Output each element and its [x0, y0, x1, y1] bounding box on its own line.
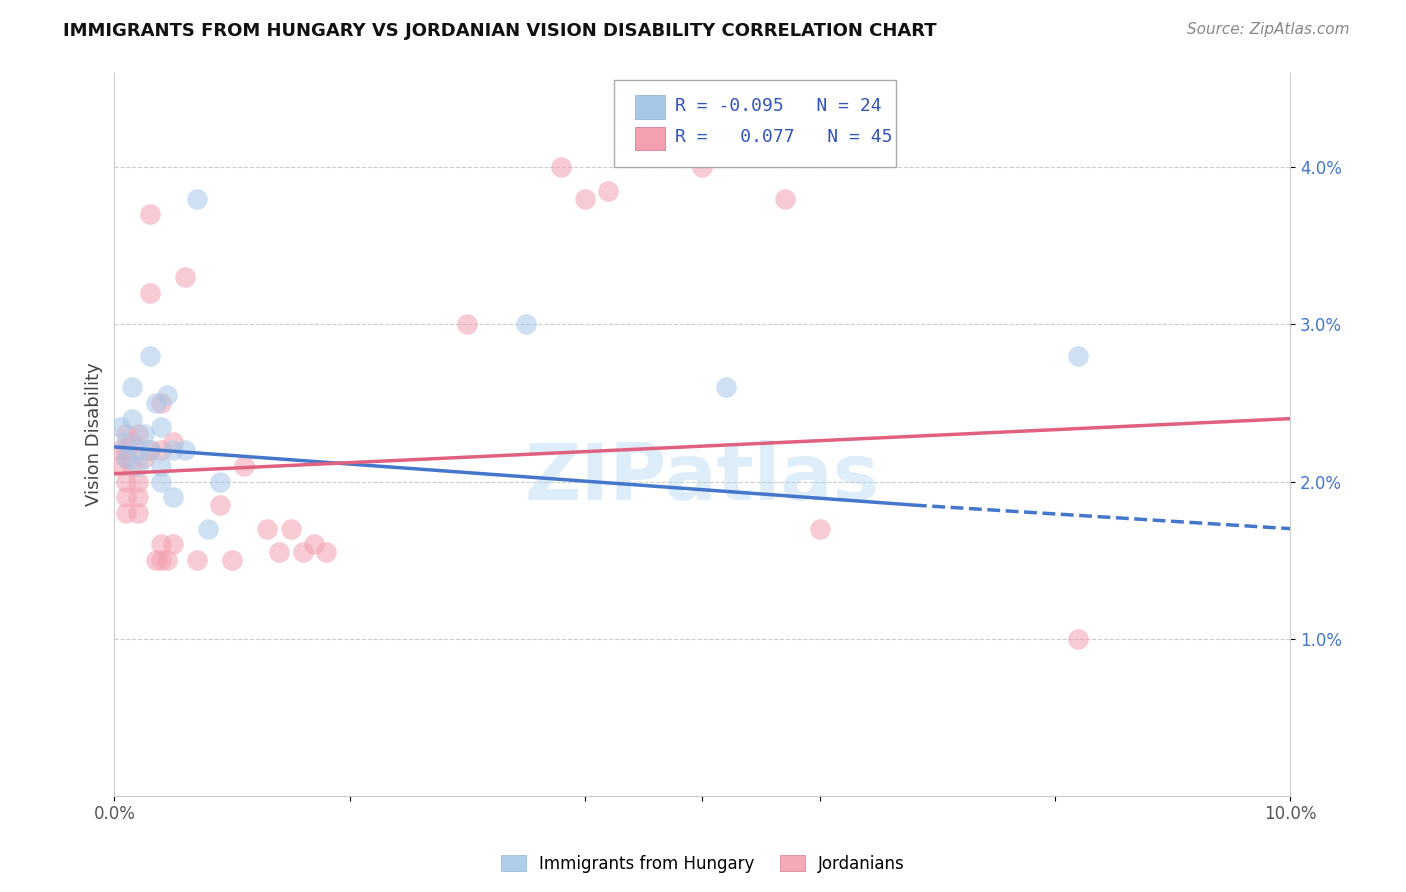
- Point: [145, 553, 167, 567]
- Y-axis label: Vision Disability: Vision Disability: [86, 362, 103, 507]
- Point: [174, 443, 197, 458]
- Point: [110, 419, 132, 434]
- Point: [162, 443, 184, 458]
- Point: [574, 192, 596, 206]
- Point: [690, 161, 713, 175]
- Point: [209, 475, 232, 489]
- Point: [150, 458, 173, 473]
- Point: [221, 553, 243, 567]
- Text: R = -0.095   N = 24: R = -0.095 N = 24: [675, 96, 882, 114]
- Point: [115, 475, 138, 489]
- Point: [256, 522, 278, 536]
- Point: [121, 435, 143, 450]
- Point: [127, 427, 149, 442]
- Point: [115, 450, 138, 465]
- Text: Source: ZipAtlas.com: Source: ZipAtlas.com: [1187, 22, 1350, 37]
- Point: [174, 270, 197, 285]
- Point: [1067, 632, 1090, 646]
- Point: [132, 427, 155, 442]
- Point: [197, 522, 219, 536]
- Point: [291, 545, 314, 559]
- Point: [138, 207, 160, 221]
- Point: [138, 349, 160, 363]
- Point: [132, 450, 155, 465]
- FancyBboxPatch shape: [614, 80, 896, 167]
- Point: [121, 380, 143, 394]
- Point: [156, 388, 179, 402]
- Point: [150, 537, 173, 551]
- Point: [110, 458, 132, 473]
- Point: [115, 427, 138, 442]
- Point: [162, 435, 184, 450]
- Point: [186, 192, 208, 206]
- Point: [150, 419, 173, 434]
- Point: [156, 553, 179, 567]
- Point: [150, 475, 173, 489]
- Point: [127, 458, 149, 473]
- Point: [162, 490, 184, 504]
- Point: [162, 537, 184, 551]
- Point: [150, 443, 173, 458]
- Point: [515, 318, 537, 332]
- Point: [315, 545, 337, 559]
- Point: [121, 411, 143, 425]
- Bar: [636, 95, 665, 119]
- Point: [232, 458, 254, 473]
- Point: [550, 161, 572, 175]
- Text: R =   0.077   N = 45: R = 0.077 N = 45: [675, 128, 893, 146]
- Point: [115, 490, 138, 504]
- Point: [209, 498, 232, 512]
- Text: ZIPatlas: ZIPatlas: [524, 440, 880, 516]
- Point: [145, 396, 167, 410]
- Point: [1067, 349, 1090, 363]
- Point: [121, 458, 143, 473]
- Text: IMMIGRANTS FROM HUNGARY VS JORDANIAN VISION DISABILITY CORRELATION CHART: IMMIGRANTS FROM HUNGARY VS JORDANIAN VIS…: [63, 22, 936, 40]
- Point: [808, 522, 831, 536]
- Legend: Immigrants from Hungary, Jordanians: Immigrants from Hungary, Jordanians: [495, 848, 911, 880]
- Bar: [636, 128, 665, 151]
- Point: [280, 522, 302, 536]
- Point: [138, 443, 160, 458]
- Point: [150, 396, 173, 410]
- Point: [304, 537, 326, 551]
- Point: [127, 475, 149, 489]
- Point: [115, 443, 138, 458]
- Point: [150, 553, 173, 567]
- Point: [456, 318, 478, 332]
- Point: [138, 443, 160, 458]
- Point: [267, 545, 290, 559]
- Point: [127, 490, 149, 504]
- Point: [186, 553, 208, 567]
- Point: [115, 450, 138, 465]
- Point: [115, 435, 138, 450]
- Point: [773, 192, 796, 206]
- Point: [127, 506, 149, 520]
- Point: [138, 285, 160, 300]
- Point: [127, 443, 149, 458]
- Point: [598, 184, 620, 198]
- Point: [115, 506, 138, 520]
- Point: [110, 443, 132, 458]
- Point: [714, 380, 737, 394]
